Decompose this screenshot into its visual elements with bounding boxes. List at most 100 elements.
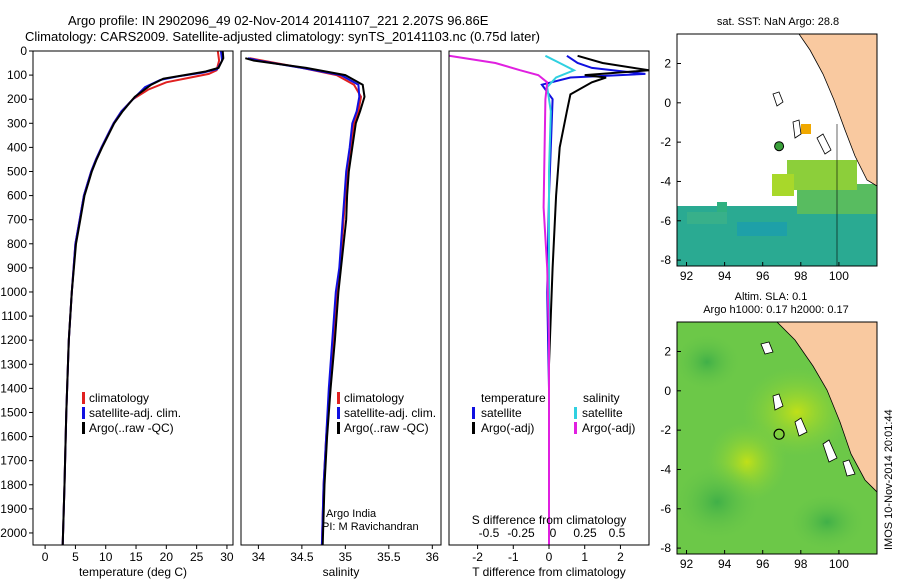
lon-tick-label: 98 <box>794 557 808 571</box>
figure-title-1: Argo profile: IN 2902096_49 02-Nov-2014 … <box>68 13 489 28</box>
x-tick-label: -1 <box>508 550 519 564</box>
series-climatology <box>61 50 221 546</box>
lat-tick-label: -2 <box>660 423 671 437</box>
lon-tick-label: 94 <box>718 269 732 283</box>
y-tick-label: 900 <box>7 261 27 275</box>
lon-tick-label: 92 <box>680 557 694 571</box>
series-climatology <box>249 57 363 546</box>
y-tick-label: 1100 <box>1 309 27 323</box>
lat-tick-label: -4 <box>660 174 671 188</box>
lon-tick-label: 98 <box>794 269 808 283</box>
argo-float-marker <box>773 428 785 440</box>
legend-label-s-satellite: satellite <box>582 406 623 420</box>
legend-swatch-satellite-adj <box>82 407 85 419</box>
sla-map: Altim. SLA: 0.1 Argo h1000: 0.17 h2000: … <box>660 291 878 571</box>
legend-label-argo: Argo(..raw -QC) <box>344 421 429 435</box>
series-temperature-argo-adj- <box>548 54 650 545</box>
lon-tick-label: 92 <box>680 269 694 283</box>
series-temperature-satellite <box>540 54 646 545</box>
s-diff-tick-label: 0.5 <box>609 526 626 540</box>
legend-title-temperature: temperature <box>481 391 546 405</box>
lon-tick-label: 96 <box>756 557 770 571</box>
y-tick-label: 100 <box>7 68 27 82</box>
y-tick-label: 700 <box>7 213 27 227</box>
islands <box>760 341 856 477</box>
legend-swatch-argo <box>337 422 340 434</box>
salinity-panel: 34 34.5 35 35.5 36 salinity climatology sate… <box>240 50 442 579</box>
x-tick-label: 36 <box>426 550 440 564</box>
y-tick-label: 0 <box>20 44 27 58</box>
lon-tick-label: 96 <box>756 269 770 283</box>
sst-warm-pixel <box>801 124 811 134</box>
x-tick-label: 0 <box>546 550 553 564</box>
legend-label-satellite-adj: satellite-adj. clim. <box>344 406 436 420</box>
x-tick-label: 15 <box>129 550 143 564</box>
pi-annotation: PI: M Ravichandran <box>322 521 419 533</box>
argo-program-annotation: Argo India <box>326 508 377 520</box>
y-tick-label: 1500 <box>0 405 27 419</box>
t-difference-xlabel: T difference from climatology <box>472 565 626 579</box>
lat-tick-label: -2 <box>660 135 671 149</box>
salinity-axes <box>240 50 442 546</box>
legend-swatch-argo <box>82 422 85 434</box>
series-argo-raw-qc- <box>245 57 366 546</box>
difference-panel: -2 -1 0 1 2 -0.5 -0.25 0 0.25 0.5 S difference f… <box>448 50 650 579</box>
y-tick-label: 1600 <box>0 430 27 444</box>
s-difference-xlabel: S difference from climatology <box>472 513 627 527</box>
lat-tick-label: -8 <box>660 541 671 555</box>
legend-title-salinity: salinity <box>583 391 620 405</box>
s-diff-tick-label: 0 <box>550 526 557 540</box>
sumatra-coastline <box>798 34 877 187</box>
lat-tick-label: 0 <box>664 96 671 110</box>
y-tick-label: 1400 <box>0 381 27 395</box>
y-tick-label: 200 <box>7 92 27 106</box>
x-tick-label: 34 <box>252 550 266 564</box>
figure-title-2: Climatology: CARS2009. Satellite-adjuste… <box>25 29 540 44</box>
legend-label-argo: Argo(..raw -QC) <box>89 421 174 435</box>
lat-tick-label: -6 <box>660 214 671 228</box>
temperature-xlabel: temperature (deg C) <box>79 565 187 579</box>
lat-tick-label: 2 <box>664 344 671 358</box>
sst-map-title: sat. SST: NaN Argo: 28.8 <box>717 16 839 28</box>
series-satellite-adj-clim- <box>61 50 224 546</box>
x-tick-label: 20 <box>160 550 174 564</box>
legend-swatch-satellite-adj <box>337 407 340 419</box>
legend-swatch-t-satellite <box>472 407 475 419</box>
lon-tick-label: 94 <box>718 557 732 571</box>
legend-swatch-climatology <box>82 392 85 404</box>
imos-timestamp: IMOS 10-Nov-2014 20:01:44 <box>883 409 895 550</box>
lon-tick-label: 100 <box>829 557 849 571</box>
legend-swatch-s-argo <box>574 422 577 434</box>
salinity-xlabel: salinity <box>323 565 360 579</box>
y-tick-label: 1700 <box>0 454 27 468</box>
x-tick-label: 0 <box>42 550 49 564</box>
y-tick-label: 1300 <box>0 357 27 371</box>
temperature-panel: 0 5 10 15 20 25 300100200300400500600700800900… <box>0 44 234 579</box>
legend-label-t-satellite: satellite <box>481 406 522 420</box>
y-tick-label: 1000 <box>0 285 27 299</box>
lon-tick-label: 100 <box>829 269 849 283</box>
x-tick-label: 2 <box>617 550 624 564</box>
series-salinity-argo-adj- <box>448 54 550 545</box>
series-argo-raw-qc- <box>61 50 225 546</box>
s-diff-tick-label: -0.25 <box>507 526 535 540</box>
series-satellite-adj-clim- <box>247 57 361 546</box>
legend-swatch-t-argo <box>472 422 475 434</box>
y-tick-label: 500 <box>7 164 27 178</box>
legend-label-climatology: climatology <box>344 391 404 405</box>
lat-tick-label: -8 <box>660 253 671 267</box>
sla-map-title-1: Altim. SLA: 0.1 <box>735 291 808 303</box>
legend-label-satellite-adj: satellite-adj. clim. <box>89 406 181 420</box>
islands <box>772 91 832 155</box>
legend-label-t-argo: Argo(-adj) <box>481 421 534 435</box>
lat-tick-label: -4 <box>660 462 671 476</box>
temperature-axes <box>32 50 234 546</box>
sla-map-plot <box>677 322 877 554</box>
sumatra-coastline <box>776 322 877 493</box>
s-diff-tick-label: 0.25 <box>573 526 597 540</box>
legend-swatch-climatology <box>337 392 340 404</box>
x-tick-label: 30 <box>220 550 234 564</box>
lat-tick-label: 0 <box>664 384 671 398</box>
sla-map-title-2: Argo h1000: 0.17 h2000: 0.17 <box>703 304 849 316</box>
